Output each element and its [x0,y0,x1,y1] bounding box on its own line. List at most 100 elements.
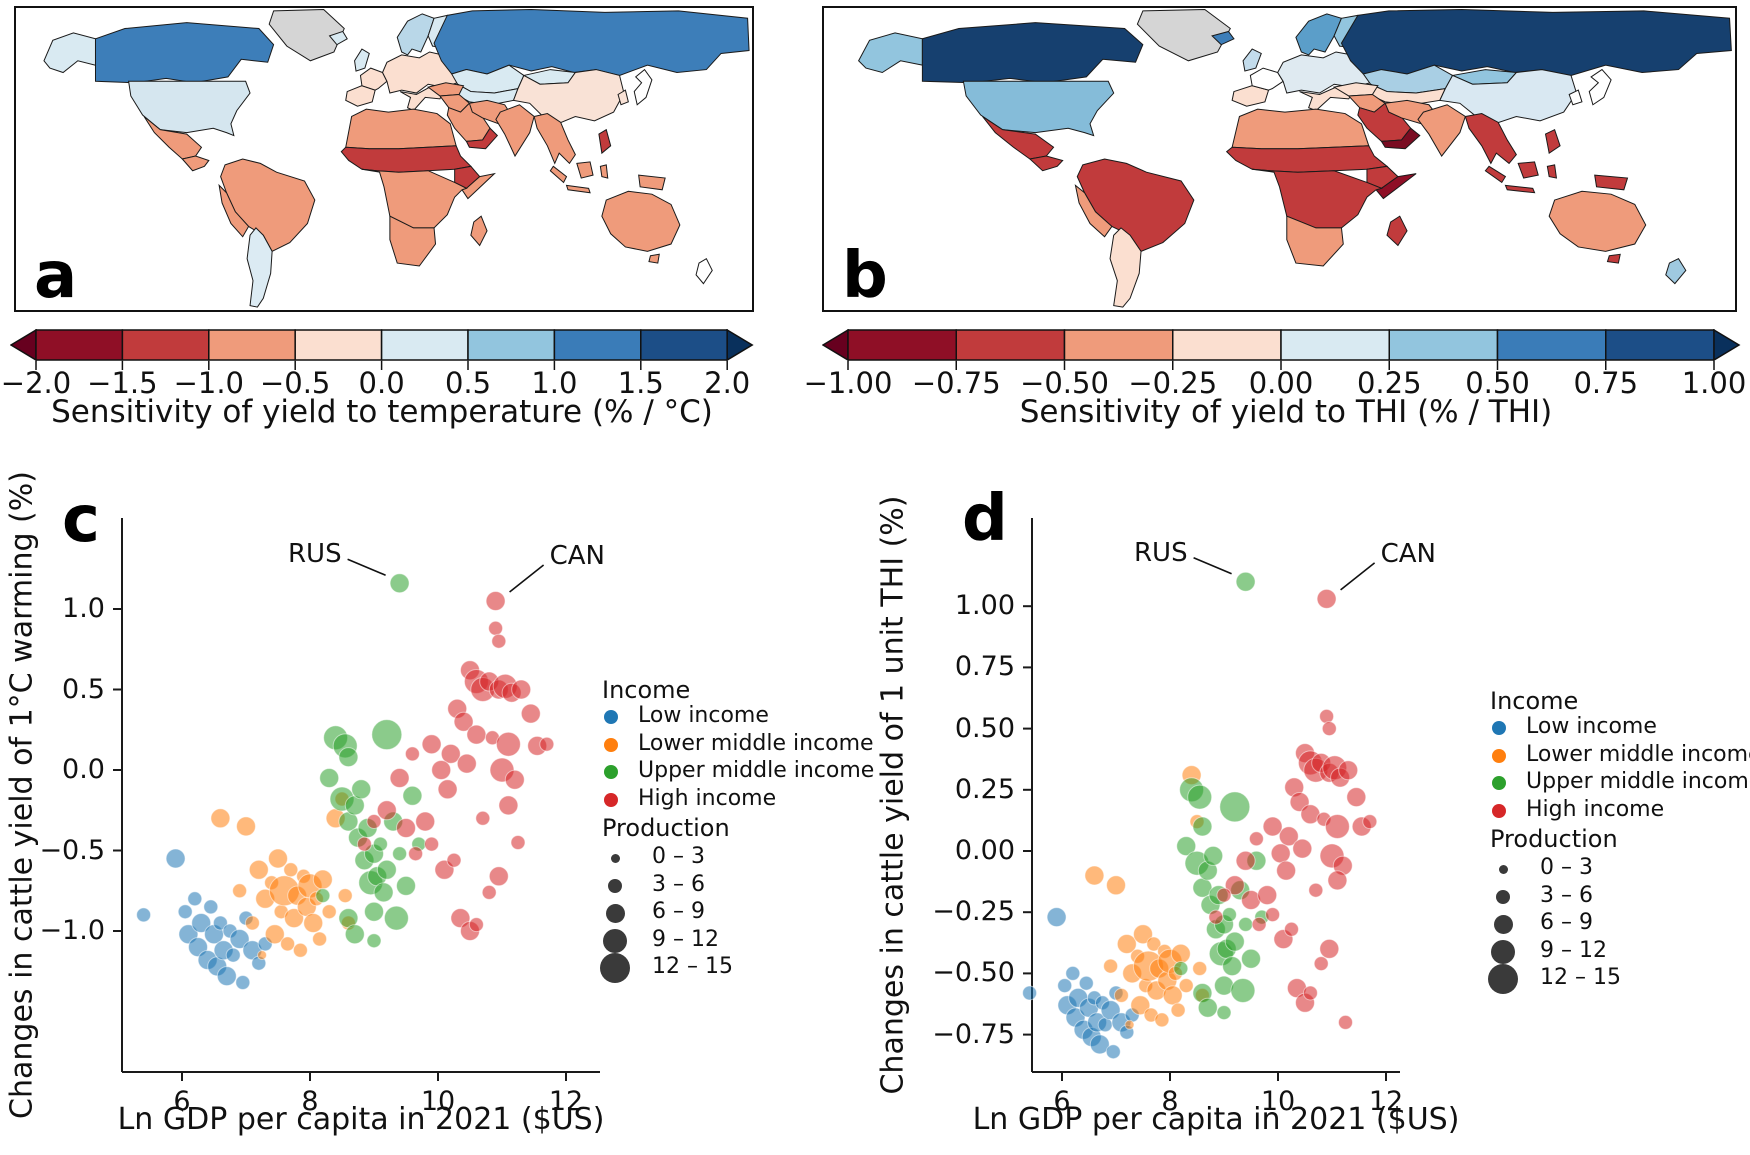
scatter-point [1284,921,1299,937]
scatter-point [283,862,299,878]
region-madagascar [1387,216,1407,245]
scatter-point [257,950,267,961]
colorbar-tick-label: 1.5 [617,366,664,400]
legend-income-swatch [604,710,618,724]
region-italy-balkans [400,87,444,110]
region-indonesia [1485,162,1556,193]
scatter-point [1338,1014,1353,1030]
scatter-point [165,848,186,869]
region-papua-new-guinea [639,175,665,190]
region-central-america [182,156,208,171]
scatter-point [1262,816,1283,837]
scatter-point [1319,708,1335,724]
scatter-point [511,679,532,700]
scatter-point [1203,845,1224,866]
region-greenland [1137,9,1230,60]
scatter-point [376,859,397,880]
legend-size-label: 6 – 9 [1540,910,1593,935]
annotation-line [1340,562,1376,591]
scatter-point [1089,1034,1110,1055]
scatter-point [1230,978,1256,1003]
scatter-point [1235,571,1256,592]
colorbar-tick-label: 1.0 [531,366,578,400]
scatter-point [510,835,526,850]
scatter-point [1192,961,1208,976]
scatter-point [1292,838,1313,859]
region-turkey [1334,83,1378,96]
legend-size-swatch [1496,889,1510,904]
scatter-point [1257,885,1278,906]
legend-size-label: 9 – 12 [1540,937,1607,963]
scatter-point [312,869,333,890]
legend-size-label: 9 – 12 [652,926,719,952]
colorbar-tick-label: −1.00 [803,366,893,400]
region-iceland [1212,31,1234,44]
colorbar-tick-label: 0.25 [1356,366,1422,400]
y-tick-label: 0.50 [954,712,1015,744]
panel-letter-a: a [34,239,78,313]
annotation-line [1193,556,1232,575]
scatter-point [232,883,248,899]
legend-size-label: 3 – 6 [1540,882,1593,908]
region-australia [1549,191,1646,251]
colorbar-b-caption: Sensitivity of yield to THI (% / THI) [1019,394,1553,430]
region-central-africa [362,169,467,228]
scatter-point [1221,907,1237,923]
scatter-point [440,743,461,764]
scatter-point [495,731,521,757]
legend-income-label: Lower middle income [638,730,874,756]
colorbar-tick-label: 0.0 [358,366,405,400]
region-china [1440,70,1577,124]
scatter-point [1222,956,1243,977]
xlabel-panel-c: Ln GDP per capita in 2021 ($US) [117,1102,605,1137]
scatter-point [321,904,337,920]
colorbar-tick-label: −0.25 [1128,366,1218,400]
legend-income-label: Low income [638,703,769,728]
annotation-line [347,558,386,576]
legend-income-swatch [1492,776,1506,791]
legend-size-swatch [608,878,622,893]
legend-income-swatch [1492,803,1506,818]
colorbar-tick-label: −1.0 [173,366,244,400]
scatter-point [366,933,382,949]
scatter-point [1084,865,1105,886]
scatter-point [1133,924,1153,945]
y-tick-label: 0.5 [62,673,105,705]
scatter-point [488,866,509,887]
scatter-point [371,719,403,751]
legend-size-swatch [610,853,620,863]
y-tick-label: 0.00 [954,835,1015,866]
scatter-point [539,736,555,752]
scatter-point [1178,978,1194,994]
scatter-point [431,760,452,780]
legend-size-swatch [600,953,630,983]
y-tick-label: −1.0 [39,915,105,946]
scatter-point [225,947,241,963]
region-somalia [462,174,494,199]
scatter-point [1022,985,1038,1001]
region-korea [618,90,628,105]
region-new-zealand [696,259,712,284]
region-central-africa [1252,169,1381,228]
scatter-point [402,785,423,806]
legend-income-swatch [604,765,618,780]
legend-size-swatch [1488,964,1518,994]
legend-income-title: Income [602,676,691,704]
world-map-geometry [859,9,1732,307]
scatter-point [421,734,442,755]
scatter-point [1324,814,1350,839]
legend-size-label: 12 – 15 [652,954,733,979]
colorbar-tick-label: 0.75 [1573,366,1639,400]
x-tick-label: 6 [1053,1086,1071,1117]
scatter-point [235,975,251,990]
scatter-point [1057,978,1073,994]
legend-size-label: 0 – 3 [1540,855,1593,880]
scatter-point [1197,997,1218,1018]
region-iceland [330,31,348,44]
colorbar-tick-label: 1.00 [1681,366,1747,400]
scatter-point [1319,938,1340,959]
scatter-point [396,875,416,896]
legend-size-label: 3 – 6 [652,871,705,897]
scatter-point [351,779,372,800]
scatter-point [1346,787,1367,808]
